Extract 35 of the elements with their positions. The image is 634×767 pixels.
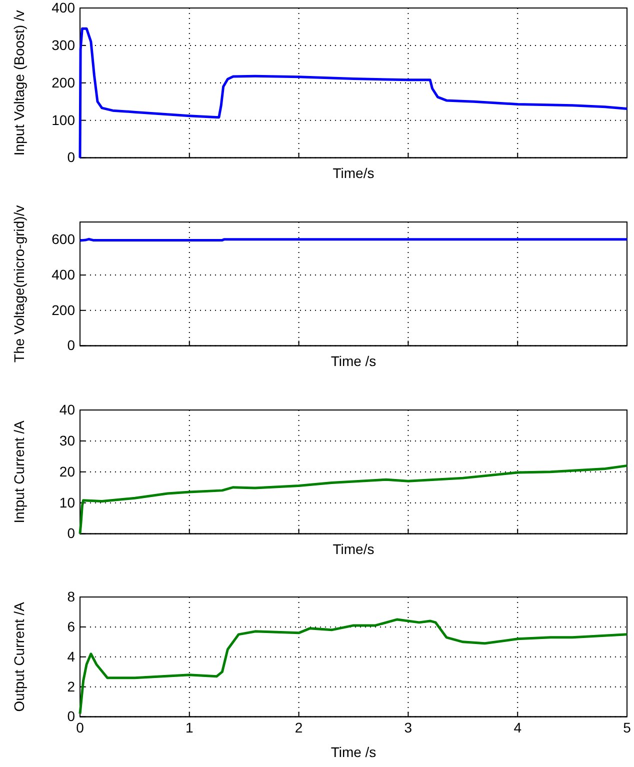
y-axis-title: Output Current /A	[11, 602, 27, 712]
line-series	[78, 464, 628, 534]
line-series	[78, 618, 628, 716]
y-tick-label: 0	[67, 149, 76, 166]
y-tick-label: 200	[52, 302, 76, 318]
x-axis-title: Time/s	[332, 540, 374, 556]
y-tick-label: 0	[67, 708, 76, 724]
y-tick-label: 20	[59, 462, 76, 479]
y-tick-label: 0	[67, 336, 76, 353]
y-tick-label: 30	[59, 432, 76, 448]
x-tick-label: 4	[514, 720, 522, 736]
y-tick-label: 300	[52, 36, 76, 53]
y-tick-label: 4	[67, 648, 76, 665]
y-axis-title: Input Voltage (Boost) /v	[11, 10, 27, 156]
y-tick-label: 40	[59, 400, 76, 417]
x-tick-label: 5	[623, 720, 632, 736]
line-series	[78, 27, 628, 159]
y-tick-label: 2	[67, 678, 76, 695]
y-tick-label: 100	[52, 112, 76, 128]
y-tick-label: 400	[52, 0, 76, 16]
x-axis-title: Time/s	[332, 164, 374, 181]
y-tick-label: 200	[52, 74, 76, 90]
x-tick-label: 1	[186, 720, 194, 736]
y-tick-label: 6	[67, 618, 76, 635]
x-axis-title: Time /s	[330, 744, 376, 760]
x-tick-label: 2	[294, 720, 303, 736]
y-tick-label: 0	[67, 524, 76, 541]
y-tick-label: 8	[67, 588, 76, 605]
y-axis-title: The Voltage(micro-grid)/v	[11, 205, 27, 362]
y-tick-label: 10	[59, 494, 76, 510]
y-axis-title: Intput Current /A	[11, 419, 27, 523]
x-axis-title: Time /s	[330, 352, 376, 368]
x-tick-label: 3	[404, 720, 412, 736]
y-tick-label: 600	[52, 230, 76, 247]
y-tick-label: 400	[52, 266, 76, 282]
